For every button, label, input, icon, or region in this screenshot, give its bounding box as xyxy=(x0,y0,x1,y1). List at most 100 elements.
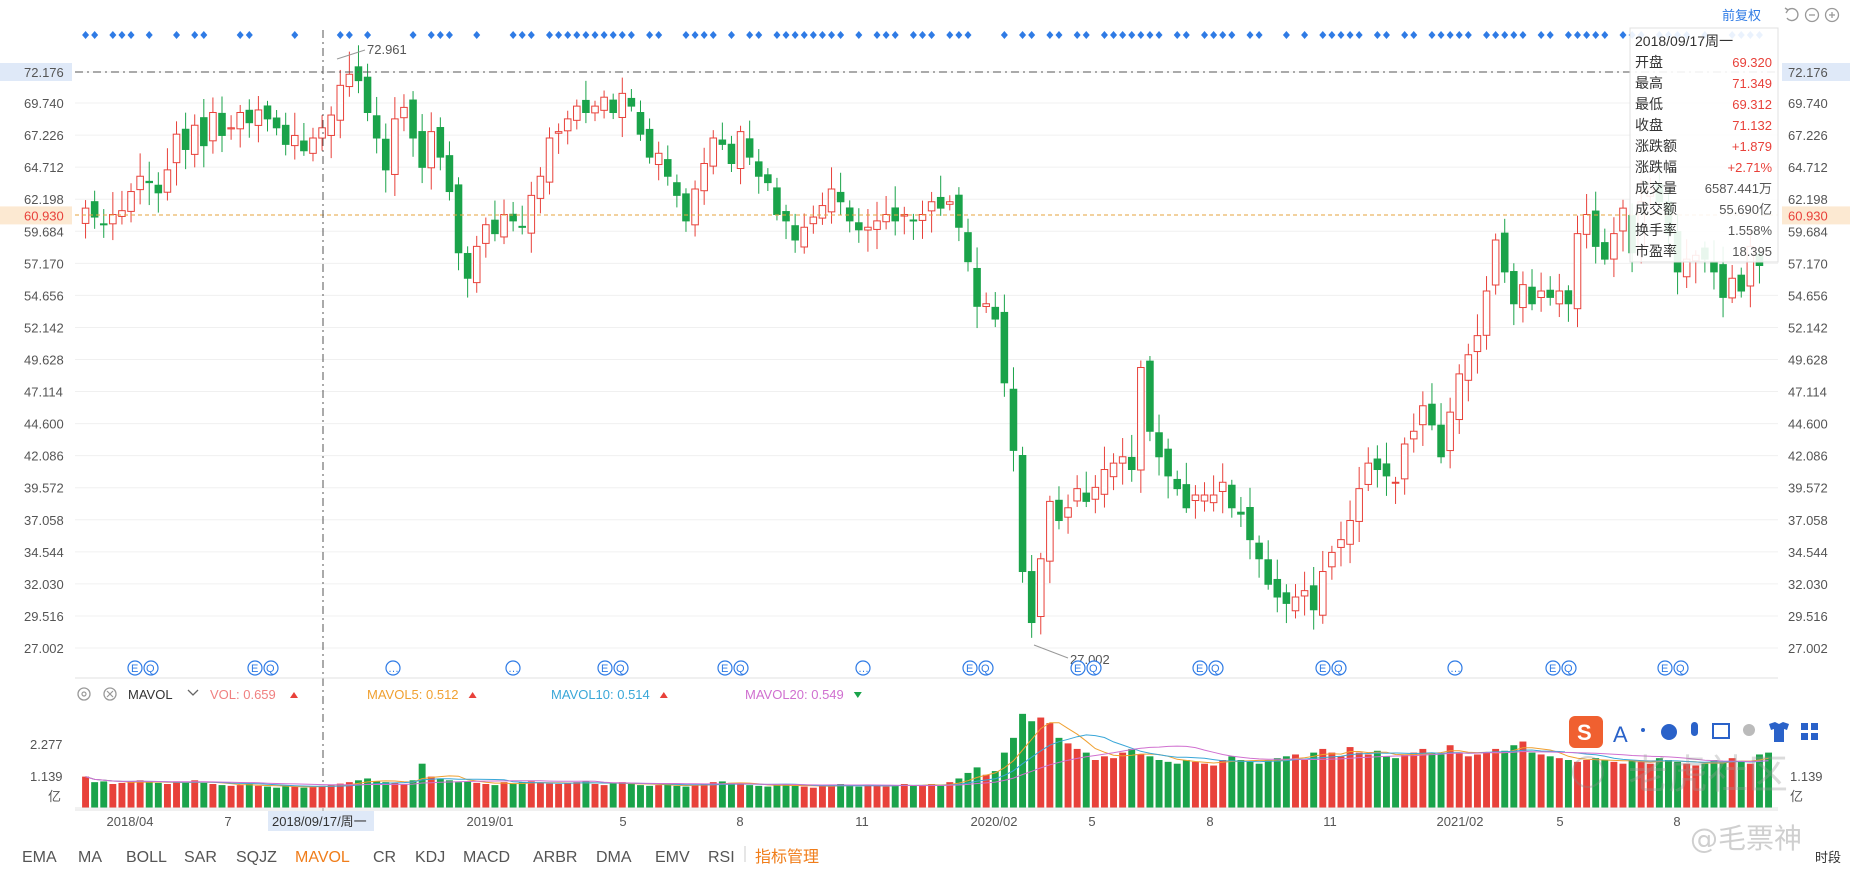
volume-bar xyxy=(1528,752,1536,808)
tab-rsi[interactable]: RSI xyxy=(708,849,735,866)
volume-bar xyxy=(1483,752,1490,808)
skin-icon[interactable] xyxy=(1769,722,1789,742)
watermark: 老虎社区 @毛票神 xyxy=(1572,752,1802,855)
event-markers[interactable]: E Q E Q…… E Q E Q… E Q E Q E Q E Q… E Q E Q xyxy=(127,660,1689,676)
candle xyxy=(1000,294,1009,397)
tab-指标管理[interactable]: 指标管理 xyxy=(755,848,819,866)
keyboard-icon[interactable] xyxy=(1712,723,1730,739)
candle xyxy=(918,200,927,239)
left-axis-tick: 29.516 xyxy=(24,609,64,624)
volume-bar xyxy=(900,784,908,808)
signal-diamond xyxy=(600,31,608,39)
candle xyxy=(818,192,827,225)
candle xyxy=(664,145,672,186)
ime-toolbar[interactable]: S A xyxy=(1565,712,1850,752)
svg-text:…: … xyxy=(508,663,519,675)
event-marker[interactable]: … xyxy=(385,660,401,676)
tab-sqjz[interactable]: SQJZ xyxy=(236,849,277,866)
candle xyxy=(218,96,226,153)
volume-bar xyxy=(928,784,936,808)
tab-arbr[interactable]: ARBR xyxy=(533,849,577,866)
volume-legend-item: MAVOL5: 0.512 xyxy=(367,687,459,702)
volume-bar xyxy=(946,782,954,808)
tab-ma[interactable]: MA xyxy=(78,849,102,866)
signal-diamond xyxy=(1255,31,1263,39)
volume-bar xyxy=(555,784,563,808)
zoom-out-icon[interactable] xyxy=(1804,7,1820,23)
emoji-icon[interactable] xyxy=(1661,724,1677,740)
zoom-in-icon[interactable] xyxy=(1824,7,1840,23)
settings-icon[interactable] xyxy=(77,687,91,701)
apps-icon[interactable] xyxy=(1801,723,1818,740)
indicator-name[interactable]: MAVOL xyxy=(128,687,173,702)
candle xyxy=(709,130,718,175)
event-marker[interactable]: … xyxy=(505,660,521,676)
event-marker[interactable]: … xyxy=(1447,660,1463,676)
candle xyxy=(573,99,581,130)
punct-icon[interactable] xyxy=(1641,728,1645,732)
volume-bar xyxy=(673,785,681,808)
right-axis-tick: 57.170 xyxy=(1788,256,1828,271)
tab-macd[interactable]: MACD xyxy=(463,849,510,866)
fq-toggle[interactable]: 前复权 xyxy=(1722,8,1761,23)
signal-diamond xyxy=(773,31,781,39)
volume-bar xyxy=(1237,760,1245,808)
svg-text:E: E xyxy=(721,663,728,675)
tab-mavol[interactable]: MAVOL xyxy=(295,849,350,866)
svg-text:Q: Q xyxy=(1211,663,1220,675)
candle xyxy=(891,186,899,236)
mic-icon[interactable] xyxy=(1691,722,1698,736)
sogou-logo-icon[interactable] xyxy=(1569,716,1603,748)
undo-icon[interactable] xyxy=(1784,7,1799,22)
chevron-down-icon[interactable] xyxy=(187,689,199,696)
tab-dma[interactable]: DMA xyxy=(596,849,632,866)
candle xyxy=(673,174,681,208)
volume-bar xyxy=(1210,765,1218,808)
tooltip-key: 收盘 xyxy=(1635,117,1663,133)
candle xyxy=(1737,267,1746,298)
event-marker[interactable]: … xyxy=(855,660,871,676)
tab-kdj[interactable]: KDJ xyxy=(415,849,445,866)
tab-cr[interactable]: CR xyxy=(373,849,396,866)
candle xyxy=(1373,445,1382,488)
left-axis-tick: 57.170 xyxy=(24,256,64,271)
signal-diamond xyxy=(582,31,590,39)
right-axis-tick: 69.740 xyxy=(1788,96,1828,111)
close-icon[interactable] xyxy=(103,687,117,701)
candle xyxy=(1355,466,1363,542)
signal-diamond xyxy=(800,31,808,39)
tab-sar[interactable]: SAR xyxy=(184,849,217,866)
period-label[interactable]: 时段 xyxy=(1815,850,1841,865)
tab-ema[interactable]: EMA xyxy=(22,849,57,866)
candle xyxy=(1246,487,1254,560)
user-icon[interactable] xyxy=(1743,724,1755,736)
x-axis-tick: 2020/02 xyxy=(971,814,1018,829)
volume-bar xyxy=(1655,758,1663,808)
indicator-tabs[interactable]: EMA MA BOLL SAR SQJZ MAVOL CR KDJ MACD ARBR DMA EMV… xyxy=(22,846,819,866)
volume-bar xyxy=(1364,754,1372,808)
volume-bar xyxy=(564,782,572,808)
volume-bar xyxy=(309,786,317,808)
volume-bar xyxy=(1301,760,1309,808)
volume-bar xyxy=(318,785,326,808)
signal-diamond xyxy=(518,31,526,39)
tab-boll[interactable]: BOLL xyxy=(126,849,167,866)
tab-emv[interactable]: EMV xyxy=(655,849,690,866)
volume-bar xyxy=(227,785,235,808)
candle xyxy=(600,90,608,119)
volume-bar xyxy=(1046,723,1054,808)
candle xyxy=(127,183,135,223)
volume-bar xyxy=(1073,748,1081,808)
signal-diamond xyxy=(1592,31,1600,39)
